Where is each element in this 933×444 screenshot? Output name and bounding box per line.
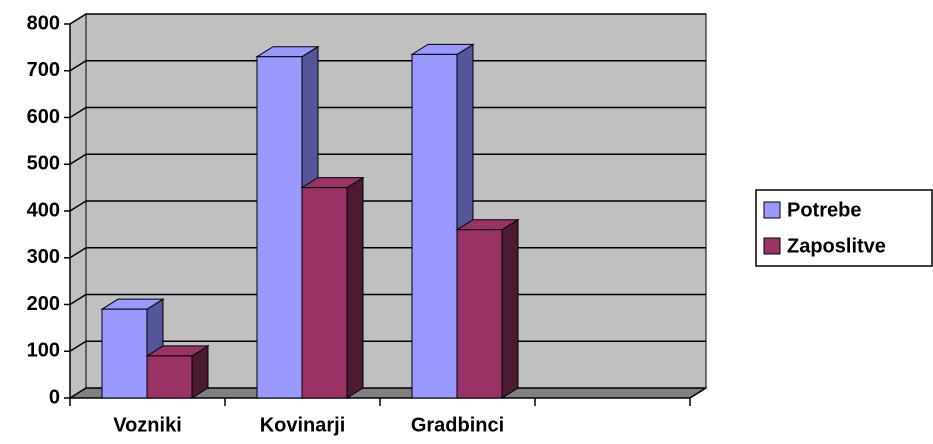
y-tick-label: 100 bbox=[27, 340, 60, 362]
legend-swatch bbox=[763, 237, 781, 255]
bar bbox=[456, 229, 503, 399]
grid-line bbox=[69, 200, 706, 212]
y-tick-label: 0 bbox=[49, 386, 60, 408]
grid-line bbox=[69, 60, 706, 72]
y-tick-label: 800 bbox=[27, 12, 60, 34]
bar bbox=[411, 53, 458, 399]
bar bbox=[301, 187, 348, 399]
legend-swatch bbox=[763, 201, 781, 219]
x-tick-label: Vozniki bbox=[113, 414, 182, 436]
y-tick-label: 500 bbox=[27, 153, 60, 175]
bar-side bbox=[346, 176, 364, 399]
y-tick-label: 700 bbox=[27, 59, 60, 81]
y-tick-label: 600 bbox=[27, 106, 60, 128]
y-tick-label: 300 bbox=[27, 246, 60, 268]
grid-line bbox=[69, 13, 706, 25]
legend-box bbox=[755, 189, 933, 267]
legend: Potrebe Zaposlitve bbox=[755, 189, 933, 267]
x-tick-label: Gradbinci bbox=[411, 414, 504, 436]
legend-label: Zaposlitve bbox=[787, 235, 886, 257]
grid-line bbox=[69, 153, 706, 165]
y-tick-label: 200 bbox=[27, 293, 60, 315]
bar bbox=[101, 308, 148, 399]
bar bbox=[256, 56, 303, 399]
x-tick-label: Kovinarji bbox=[260, 414, 346, 436]
bar bbox=[146, 355, 193, 399]
grid-line bbox=[69, 106, 706, 119]
x-axis-depth bbox=[689, 387, 707, 399]
bar-side bbox=[501, 218, 519, 399]
y-tick-label: 400 bbox=[27, 199, 60, 221]
legend-label: Potrebe bbox=[787, 199, 861, 221]
